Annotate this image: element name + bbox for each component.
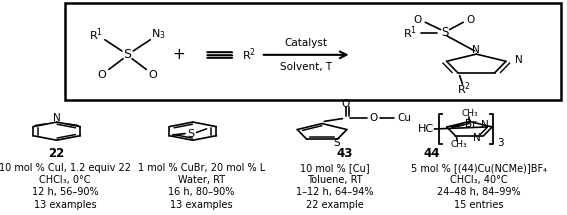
Text: 22: 22 <box>49 147 65 160</box>
Text: HC: HC <box>418 124 434 134</box>
Text: N$_3$: N$_3$ <box>151 28 166 41</box>
Text: Cu: Cu <box>397 112 411 123</box>
Text: N: N <box>481 120 489 130</box>
Text: R$^2$: R$^2$ <box>456 80 471 97</box>
Text: R$^1$: R$^1$ <box>403 24 417 41</box>
Text: 16 h, 80–90%: 16 h, 80–90% <box>168 187 235 197</box>
Text: 10 mol % CuI, 1.2 equiv 22: 10 mol % CuI, 1.2 equiv 22 <box>0 163 131 173</box>
Text: CHCl₃, 0°C: CHCl₃, 0°C <box>40 175 91 185</box>
Text: 1 mol % CuBr, 20 mol % L: 1 mol % CuBr, 20 mol % L <box>138 163 265 173</box>
Text: S: S <box>187 129 194 138</box>
Text: 44: 44 <box>424 147 441 160</box>
Bar <box>65 3 561 100</box>
Text: 43: 43 <box>337 147 353 160</box>
Text: R$^2$: R$^2$ <box>243 46 256 63</box>
Text: +: + <box>172 47 185 62</box>
Text: Br: Br <box>465 119 476 129</box>
Text: 13 examples: 13 examples <box>170 200 232 210</box>
Text: 5 mol % [(44)Cu(NCMe)]BF₄: 5 mol % [(44)Cu(NCMe)]BF₄ <box>411 163 547 173</box>
Text: N: N <box>53 113 61 123</box>
Text: 12 h, 56–90%: 12 h, 56–90% <box>32 187 99 197</box>
Text: O: O <box>342 99 350 109</box>
Text: O: O <box>369 112 377 123</box>
Text: O: O <box>467 15 475 25</box>
Text: S: S <box>124 48 132 61</box>
Text: 22 example: 22 example <box>306 200 363 210</box>
Text: 1–12 h, 64–94%: 1–12 h, 64–94% <box>296 187 373 197</box>
Text: 24–48 h, 84–99%: 24–48 h, 84–99% <box>437 187 521 197</box>
Text: 13 examples: 13 examples <box>34 200 96 210</box>
Text: Solvent, T: Solvent, T <box>280 62 332 72</box>
Text: CH₃: CH₃ <box>450 140 467 149</box>
Text: R$^1$: R$^1$ <box>90 26 103 43</box>
Text: Toluene, RT: Toluene, RT <box>307 175 362 185</box>
Text: Catalyst: Catalyst <box>285 38 328 48</box>
Text: 15 entries: 15 entries <box>454 200 504 210</box>
Text: 10 mol % [Cu]: 10 mol % [Cu] <box>300 163 369 173</box>
Text: 3: 3 <box>497 138 503 148</box>
Text: N: N <box>514 55 522 64</box>
Text: N: N <box>473 133 481 143</box>
Text: CH₃: CH₃ <box>461 109 478 118</box>
Text: O: O <box>98 70 107 80</box>
Text: S: S <box>333 138 340 148</box>
Text: S: S <box>441 26 449 39</box>
Text: N: N <box>472 45 480 55</box>
Text: Water, RT: Water, RT <box>177 175 225 185</box>
Text: O: O <box>414 15 422 25</box>
Text: CHCl₃, 40°C: CHCl₃, 40°C <box>450 175 508 185</box>
Text: O: O <box>149 70 158 80</box>
